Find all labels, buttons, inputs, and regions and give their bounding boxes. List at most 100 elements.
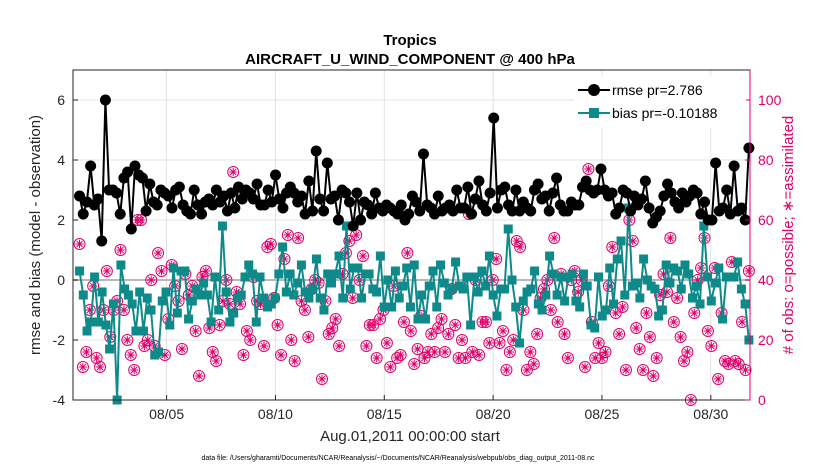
rmse-point xyxy=(99,94,111,106)
possible-obs-point xyxy=(175,343,188,355)
bias-point xyxy=(353,263,363,273)
assimilated-obs-point xyxy=(208,347,217,357)
possible-obs-point xyxy=(244,334,257,346)
possible-obs-point xyxy=(520,364,533,376)
rmse-point xyxy=(140,205,152,217)
possible-obs-point xyxy=(606,241,619,253)
legend-rmse-marker xyxy=(588,84,600,96)
possible-obs-point xyxy=(404,325,417,337)
assimilated-obs-point xyxy=(522,365,532,375)
possible-obs-point xyxy=(442,328,455,340)
rmse-point xyxy=(111,187,123,199)
rmse-point xyxy=(532,178,544,190)
assimilated-obs-point xyxy=(78,362,88,372)
possible-obs-point xyxy=(551,316,564,328)
bias-point xyxy=(379,302,389,312)
possible-obs-point xyxy=(316,373,329,385)
rmse-point xyxy=(510,184,522,196)
possible-obs-point xyxy=(613,328,626,340)
assimilated-obs-point xyxy=(75,239,84,249)
rmse-point xyxy=(303,175,315,187)
assimilated-obs-point xyxy=(734,359,743,369)
legend-bias-label: bias pr=-0.10188 xyxy=(612,105,718,121)
possible-obs-point xyxy=(100,265,113,277)
possible-obs-point xyxy=(473,349,486,361)
assimilated-obs-point xyxy=(140,341,149,351)
bias-point xyxy=(545,251,555,261)
bias-point xyxy=(515,338,525,348)
assimilated-obs-point xyxy=(474,350,484,360)
assimilated-obs-point xyxy=(259,341,269,351)
assimilated-obs-point xyxy=(311,275,320,285)
assimilated-obs-point xyxy=(348,293,357,303)
assimilated-obs-point xyxy=(85,305,94,315)
possible-obs-point xyxy=(503,346,516,358)
possible-obs-point xyxy=(73,238,86,250)
assimilated-obs-point xyxy=(396,350,405,360)
bias-point xyxy=(642,275,652,285)
assimilated-obs-point xyxy=(649,371,658,381)
assimilated-obs-point xyxy=(744,266,754,276)
assimilated-obs-point xyxy=(184,290,193,300)
possible-obs-point xyxy=(438,346,451,358)
rmse-point xyxy=(314,193,326,205)
y-tick-label-left: 4 xyxy=(57,152,65,168)
bias-point xyxy=(466,320,476,330)
assimilated-obs-point xyxy=(266,239,275,249)
bias-point xyxy=(229,308,239,318)
assimilated-obs-point xyxy=(201,266,211,276)
bias-point xyxy=(432,302,442,312)
rmse-point xyxy=(469,193,481,205)
bias-point xyxy=(405,302,415,312)
bias-point xyxy=(334,251,344,261)
rmse-point xyxy=(695,208,707,220)
chart-subtitle: AIRCRAFT_U_WIND_COMPONENT @ 400 hPa xyxy=(245,51,575,68)
assimilated-obs-point xyxy=(669,317,678,327)
assimilated-obs-point xyxy=(95,362,105,372)
y-tick-label-left: -2 xyxy=(53,332,66,348)
rmse-point xyxy=(395,199,407,211)
assimilated-obs-point xyxy=(642,308,651,318)
bias-point xyxy=(631,278,641,288)
possible-obs-point xyxy=(124,349,137,361)
possible-obs-point xyxy=(391,352,404,364)
rmse-point xyxy=(473,175,485,187)
assimilated-obs-point xyxy=(229,167,238,177)
bias-point xyxy=(146,305,156,315)
assimilated-obs-point xyxy=(317,374,327,384)
rmse-point xyxy=(85,160,97,172)
bias-point xyxy=(639,254,649,264)
bias-point xyxy=(101,320,111,330)
legend-rmse-label: rmse pr=2.786 xyxy=(612,82,703,98)
rmse-point xyxy=(403,208,415,220)
bias-point xyxy=(421,314,431,324)
plot-area xyxy=(73,94,755,406)
assimilated-obs-point xyxy=(645,332,655,342)
possible-obs-point xyxy=(667,316,680,328)
assimilated-obs-point xyxy=(560,329,569,339)
possible-obs-point xyxy=(257,340,270,352)
bias-point xyxy=(202,290,212,300)
assimilated-obs-point xyxy=(290,356,299,366)
assimilated-obs-point xyxy=(157,266,166,276)
bias-point xyxy=(221,287,231,297)
assimilated-obs-point xyxy=(526,347,535,357)
bias-point xyxy=(131,326,141,336)
bias-point xyxy=(582,281,592,291)
possible-obs-point xyxy=(210,355,223,367)
rmse-point xyxy=(691,187,703,199)
possible-obs-point xyxy=(674,331,687,343)
bias-point xyxy=(172,308,182,318)
assimilated-obs-point xyxy=(358,251,368,261)
rmse-point xyxy=(480,205,492,217)
bias-point xyxy=(635,293,645,303)
possible-obs-point xyxy=(271,319,284,331)
possible-obs-point xyxy=(298,304,311,316)
assimilated-obs-point xyxy=(659,269,668,279)
rmse-point xyxy=(188,184,200,196)
assimilated-obs-point xyxy=(666,233,675,243)
rmse-point xyxy=(144,178,156,190)
possible-obs-point xyxy=(630,322,643,334)
assimilated-obs-point xyxy=(191,326,200,336)
